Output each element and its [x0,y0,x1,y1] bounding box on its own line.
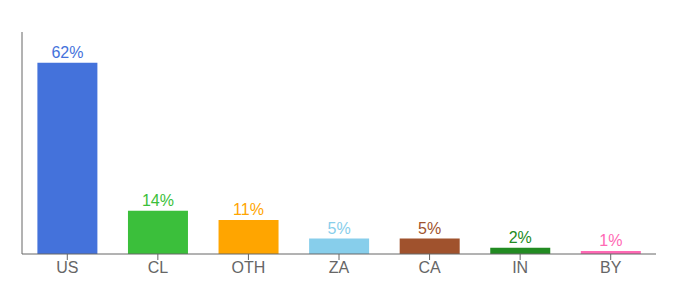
svg-text:CA: CA [418,259,441,276]
svg-text:OTH: OTH [232,259,266,276]
svg-text:1%: 1% [599,232,622,249]
svg-text:11%: 11% [233,201,264,218]
svg-text:62%: 62% [51,44,83,61]
svg-text:BY: BY [600,259,622,276]
svg-text:US: US [56,259,78,276]
svg-text:2%: 2% [509,229,532,246]
svg-text:ZA: ZA [329,259,350,276]
svg-text:5%: 5% [418,220,441,237]
svg-text:CL: CL [148,259,169,276]
svg-text:14%: 14% [142,192,174,209]
svg-text:IN: IN [512,259,528,276]
svg-text:5%: 5% [328,220,351,237]
